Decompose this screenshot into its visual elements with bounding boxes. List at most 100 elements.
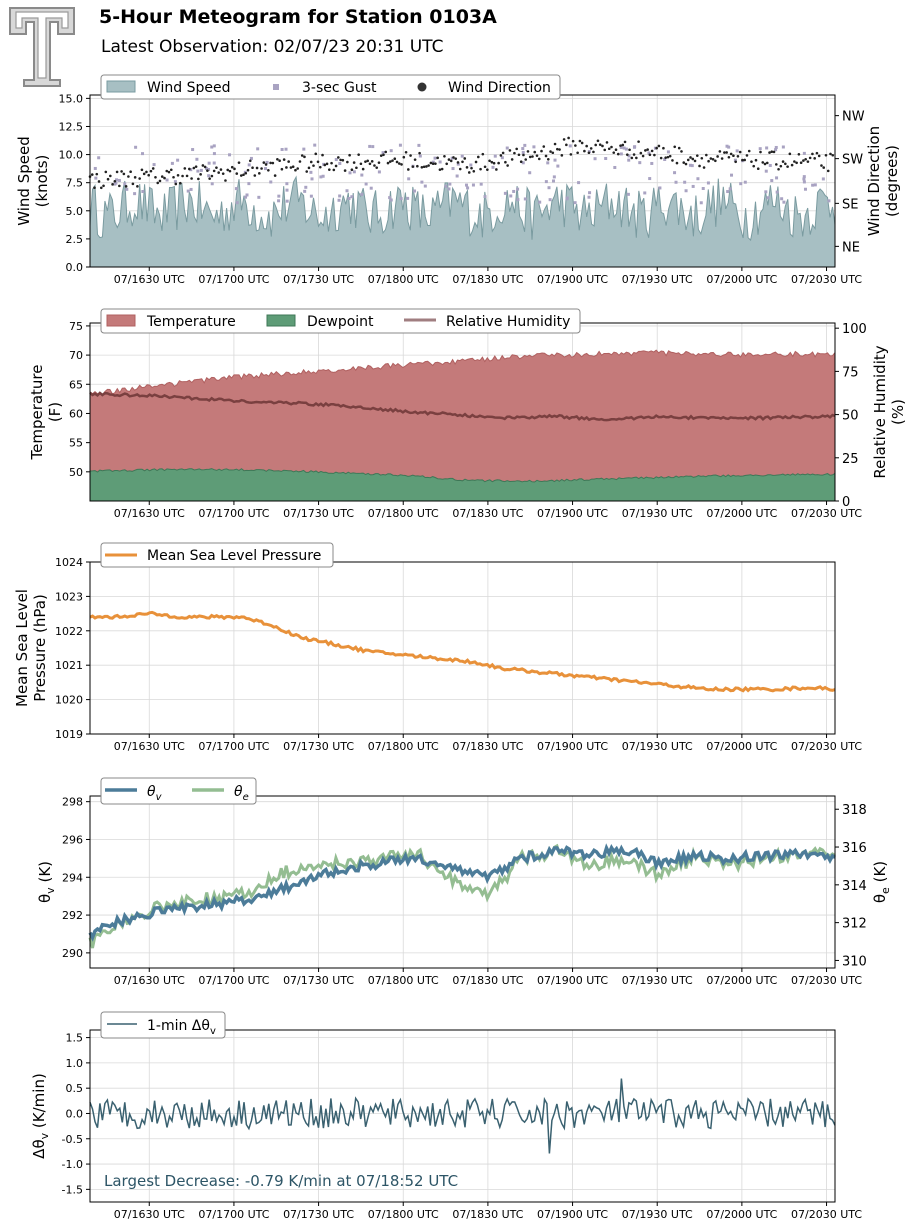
wind-direction-point bbox=[133, 176, 137, 179]
y-tick-label: 1021 bbox=[55, 659, 83, 672]
gust-point bbox=[775, 176, 779, 180]
wind-direction-point bbox=[592, 150, 595, 154]
wind-direction-point bbox=[176, 173, 180, 177]
gust-point bbox=[321, 174, 325, 178]
wind-direction-point bbox=[165, 169, 169, 173]
gust-point bbox=[544, 180, 548, 184]
wind-direction-point bbox=[540, 149, 543, 153]
gust-point bbox=[165, 178, 169, 182]
gust-point bbox=[277, 199, 281, 203]
wind-direction-point bbox=[522, 153, 525, 157]
y-tick-label: 65 bbox=[69, 378, 83, 391]
largest-decrease-annotation: Largest Decrease: -0.79 K/min at 07/18:5… bbox=[104, 1172, 458, 1190]
wind-direction-point bbox=[199, 173, 202, 176]
wind-speed-ylabel: Wind Speed(knots) bbox=[15, 136, 51, 226]
wind-direction-point bbox=[212, 169, 216, 173]
x-tick-label: 07/1700 UTC bbox=[198, 974, 269, 987]
wind-direction-point bbox=[492, 161, 496, 165]
wind-direction-point bbox=[192, 166, 196, 170]
wind-direction-point bbox=[598, 143, 602, 146]
wind-direction-point bbox=[179, 181, 182, 185]
wind-direction-point bbox=[526, 150, 530, 153]
gust-point bbox=[364, 182, 368, 186]
y2-tick-label: 310 bbox=[842, 954, 867, 969]
gust-point bbox=[725, 144, 729, 148]
wind-direction-point bbox=[596, 139, 600, 143]
y2-tick-label: 316 bbox=[842, 841, 867, 856]
wind-direction-point bbox=[666, 155, 670, 159]
temperature-ylabel: Temperature(F) bbox=[28, 364, 64, 460]
wind-direction-point bbox=[732, 154, 735, 158]
wind-direction-point bbox=[784, 162, 787, 166]
x-tick-label: 07/1830 UTC bbox=[452, 273, 523, 286]
wind-direction-point bbox=[811, 152, 814, 156]
wind-direction-point bbox=[729, 152, 733, 156]
gust-point bbox=[141, 152, 145, 156]
x-tick-label: 07/2000 UTC bbox=[706, 1208, 777, 1221]
x-tick-label: 07/1900 UTC bbox=[537, 273, 608, 286]
gust-point bbox=[189, 187, 193, 191]
x-tick-label: 07/1830 UTC bbox=[452, 974, 523, 987]
wind-direction-point bbox=[90, 173, 94, 176]
wind-direction-point bbox=[594, 143, 597, 147]
gust-point bbox=[627, 154, 631, 158]
gust-point bbox=[264, 167, 268, 171]
theta-e-ylabel: θe (K) bbox=[871, 861, 892, 903]
gust-point bbox=[512, 189, 516, 193]
gust-point bbox=[302, 147, 306, 151]
wind-direction-point bbox=[244, 171, 248, 175]
wind-direction-point bbox=[395, 160, 399, 164]
gust-point bbox=[551, 179, 555, 183]
wind-direction-point bbox=[770, 150, 774, 154]
gust-point bbox=[210, 145, 214, 149]
gust-point bbox=[768, 163, 772, 167]
wind-direction-point bbox=[601, 144, 604, 148]
y2-tick-label: 75 bbox=[842, 365, 859, 380]
y-tick-label: 12.5 bbox=[59, 120, 84, 133]
wind-direction-point bbox=[738, 150, 742, 154]
gust-point bbox=[516, 187, 520, 191]
x-tick-label: 07/1730 UTC bbox=[283, 273, 354, 286]
gust-point bbox=[310, 177, 314, 181]
wind-direction-point bbox=[201, 164, 205, 167]
gust-point bbox=[775, 190, 779, 194]
wind-direction-point bbox=[156, 181, 160, 185]
wind-direction-point bbox=[429, 161, 433, 165]
y-tick-label: 70 bbox=[69, 349, 83, 362]
wind-direction-point bbox=[285, 166, 288, 169]
pressure-axes-frame bbox=[89, 561, 836, 735]
gust-point bbox=[313, 143, 317, 147]
wind-direction-point bbox=[711, 158, 715, 161]
x-tick-label: 07/1700 UTC bbox=[198, 507, 269, 520]
wind-direction-point bbox=[677, 146, 681, 150]
gust-point bbox=[277, 194, 281, 198]
gust-point bbox=[269, 180, 273, 184]
pressure-panel: 1019 1020 1021 1022 1023 1024 07/1630 UTC 07/17… bbox=[13, 542, 862, 753]
wind-direction-point bbox=[772, 150, 776, 154]
wind-direction-point bbox=[718, 150, 722, 153]
gust-point bbox=[493, 154, 497, 158]
x-tick-label: 07/1630 UTC bbox=[114, 273, 185, 286]
wind-direction-point bbox=[506, 164, 509, 167]
wind-direction-point bbox=[124, 185, 128, 188]
gust-point bbox=[348, 171, 352, 175]
legend-label-dtheta: 1-min Δθv bbox=[147, 1018, 216, 1037]
y-tick-label: 1024 bbox=[55, 556, 83, 569]
wind-direction-point bbox=[267, 169, 270, 172]
wind-direction-point bbox=[273, 174, 277, 177]
wind-direction-point bbox=[817, 154, 821, 158]
gust-point bbox=[423, 184, 427, 188]
wind-panel: 0.0 2.5 5.0 7.5 10.0 12.5 15.0 NE SE SW NW 07/1630 … bbox=[15, 74, 901, 286]
wind-direction-point bbox=[294, 168, 297, 172]
wind-direction-point bbox=[578, 139, 582, 143]
wind-direction-point bbox=[698, 164, 701, 168]
legend-swatch-temperature bbox=[106, 314, 136, 327]
gust-point bbox=[450, 156, 454, 160]
wind-direction-point bbox=[583, 149, 586, 153]
wind-direction-point bbox=[826, 169, 830, 173]
gust-point bbox=[565, 197, 569, 201]
wind-direction-point bbox=[635, 156, 638, 160]
gust-point bbox=[638, 161, 642, 165]
wind-direction-point bbox=[535, 154, 539, 157]
wind-direction-point bbox=[474, 160, 478, 164]
